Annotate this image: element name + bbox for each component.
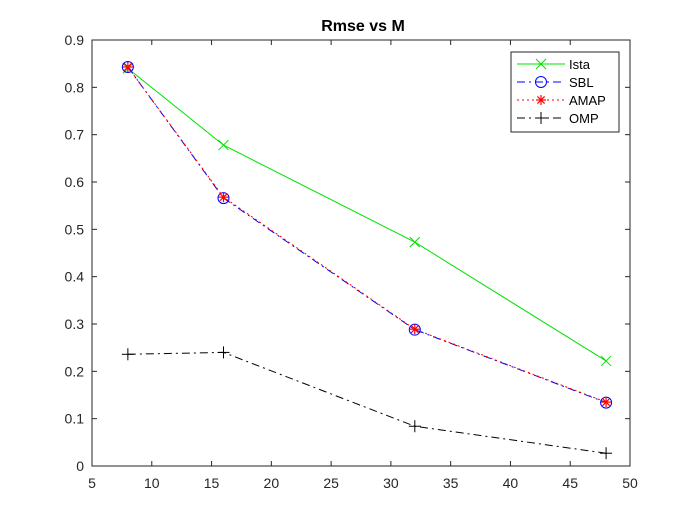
legend-marker bbox=[536, 95, 546, 105]
x-tick-label: 10 bbox=[144, 475, 160, 491]
x-tick-label: 45 bbox=[562, 475, 578, 491]
series-amap bbox=[122, 61, 612, 408]
y-tick-label: 0 bbox=[76, 458, 84, 474]
legend-label: OMP bbox=[569, 111, 599, 126]
series-line-ista bbox=[127, 68, 607, 362]
legend-item-amap: AMAP bbox=[517, 93, 606, 108]
chart-title: Rmse vs M bbox=[321, 18, 405, 35]
series-line-omp bbox=[127, 351, 607, 454]
series-sbl bbox=[121, 60, 613, 409]
x-tick-label: 40 bbox=[503, 475, 519, 491]
axes: 5 10 15 20 25 30 35 40 45 50 0 0.1 0.2 0.3 0.4 0.5 0.6 0.… bbox=[65, 32, 638, 491]
data-point-amap bbox=[601, 397, 612, 408]
y-tick-label: 0.3 bbox=[65, 316, 85, 332]
legend-marker bbox=[535, 58, 547, 70]
data-point-omp bbox=[121, 348, 134, 361]
y-tick-label: 0.8 bbox=[65, 79, 85, 95]
legend-label: SBL bbox=[569, 75, 594, 90]
data-point-ista bbox=[600, 355, 612, 367]
data-point-omp bbox=[408, 420, 421, 433]
x-tick-label: 15 bbox=[204, 475, 220, 491]
y-tick-label: 0.6 bbox=[65, 174, 85, 190]
y-tick-label: 0.5 bbox=[65, 221, 85, 237]
data-point-omp bbox=[217, 346, 230, 359]
x-tick-label: 50 bbox=[622, 475, 638, 491]
legend-item-ista: Ista bbox=[517, 57, 591, 72]
legend-label: AMAP bbox=[569, 93, 606, 108]
x-tick-label: 5 bbox=[88, 475, 96, 491]
y-tick-label: 0.1 bbox=[65, 411, 85, 427]
data-point-sbl bbox=[408, 323, 421, 336]
legend-marker bbox=[535, 112, 547, 124]
data-point-ista bbox=[409, 236, 421, 248]
legend: Ista SBL AMAP OMP bbox=[510, 51, 620, 133]
legend-label: Ista bbox=[569, 57, 591, 72]
data-point-sbl bbox=[600, 396, 613, 409]
series-line-amap bbox=[127, 66, 607, 403]
x-tick-label: 30 bbox=[383, 475, 399, 491]
data-point-omp bbox=[600, 447, 613, 460]
x-tick-label: 20 bbox=[264, 475, 280, 491]
legend-marker bbox=[535, 76, 547, 88]
data-point-amap bbox=[218, 192, 229, 203]
plot-frame bbox=[91, 39, 631, 467]
data-point-amap bbox=[409, 324, 420, 335]
x-tick-label: 35 bbox=[443, 475, 459, 491]
legend-box bbox=[510, 51, 620, 133]
y-tick-label: 0.4 bbox=[65, 269, 85, 285]
y-tick-label: 0.2 bbox=[65, 363, 85, 379]
data-point-sbl bbox=[121, 60, 134, 73]
x-tick-label: 25 bbox=[323, 475, 339, 491]
series-omp bbox=[121, 346, 613, 460]
legend-item-sbl: SBL bbox=[517, 75, 594, 90]
y-tick-label: 0.9 bbox=[65, 32, 85, 48]
y-tick-label: 0.7 bbox=[65, 127, 85, 143]
series-layer bbox=[121, 60, 613, 460]
legend-item-omp: OMP bbox=[517, 111, 599, 126]
data-point-amap bbox=[122, 61, 133, 72]
data-point-ista bbox=[218, 139, 229, 151]
